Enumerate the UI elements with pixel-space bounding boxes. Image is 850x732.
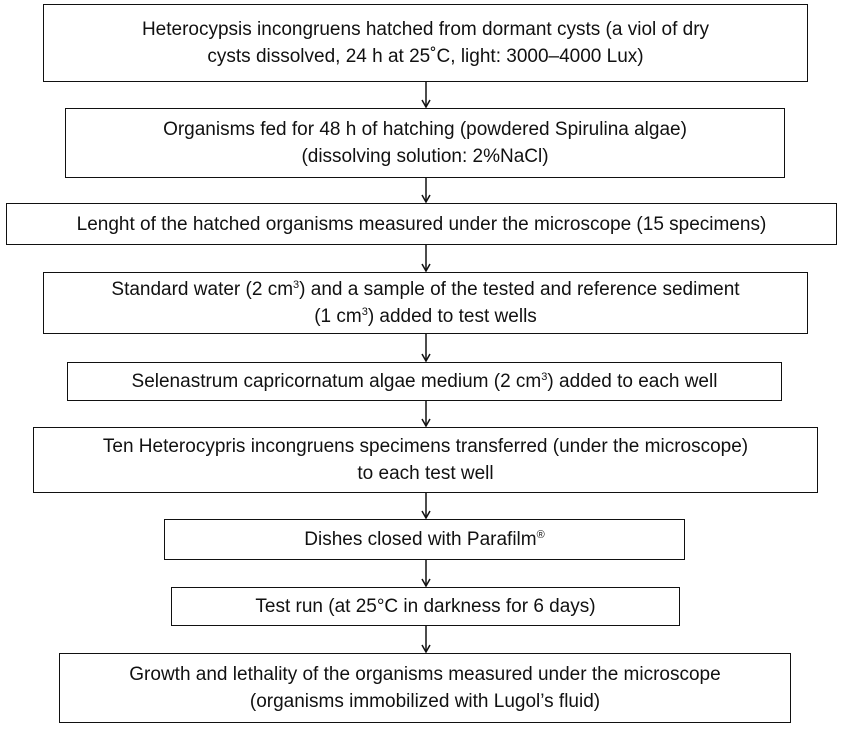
flow-step-text-line: Heterocypsis incongruens hatched from do… xyxy=(142,16,709,43)
arrow-head xyxy=(421,418,431,428)
text-segment: (1 cm xyxy=(314,306,362,327)
flow-step-text-line: Organisms fed for 48 h of hatching (powd… xyxy=(163,116,687,143)
text-segment: cysts dissolved, 24 h at 25˚C, light: 30… xyxy=(207,46,644,67)
flow-step-text-line: to each test well xyxy=(357,460,493,487)
flow-step-text-line: Test run (at 25°C in darkness for 6 days… xyxy=(255,593,595,620)
text-segment: Ten Heterocypris incongruens specimens t… xyxy=(102,436,749,457)
flow-step-length-measurement: Lenght of the hatched organisms measured… xyxy=(6,203,837,245)
text-segment: ) added to test wells xyxy=(367,306,537,327)
flow-step-text-line: (dissolving solution: 2%NaCl) xyxy=(301,143,548,170)
arrow-head xyxy=(421,194,431,204)
text-segment: ) and a sample of the tested and referen… xyxy=(299,279,740,300)
arrow-head xyxy=(421,99,431,109)
flow-step-text-line: cysts dissolved, 24 h at 25˚C, light: 30… xyxy=(207,43,643,70)
text-segment: Test run (at 25°C in darkness for 6 days… xyxy=(255,596,596,617)
text-segment: Dishes closed with Parafilm xyxy=(304,529,537,550)
flow-step-text-line: Standard water (2 cm3) and a sample of t… xyxy=(111,276,739,303)
flow-step-transfer: Ten Heterocypris incongruens specimens t… xyxy=(33,427,818,493)
superscript-text: 3 xyxy=(293,279,300,291)
flow-step-text-line: (organisms immobilized with Lugol’s flui… xyxy=(250,688,600,715)
text-segment: Standard water (2 cm xyxy=(111,279,294,300)
text-segment: Selenastrum capricornatum algae medium (… xyxy=(131,371,542,392)
arrow-head xyxy=(421,644,431,654)
flow-step-text-line: Ten Heterocypris incongruens specimens t… xyxy=(103,433,748,460)
text-segment: Growth and lethality of the organisms me… xyxy=(129,664,721,685)
superscript-text: ® xyxy=(536,529,545,541)
flow-step-dishes-closed: Dishes closed with Parafilm® xyxy=(164,519,685,560)
flow-step-growth-lethality: Growth and lethality of the organisms me… xyxy=(59,653,791,723)
flow-step-text-line: Growth and lethality of the organisms me… xyxy=(129,661,720,688)
text-segment: Heterocypsis incongruens hatched from do… xyxy=(141,19,710,40)
flow-step-feeding: Organisms fed for 48 h of hatching (powd… xyxy=(65,108,785,178)
superscript-text: 3 xyxy=(361,306,368,318)
arrow-head xyxy=(421,353,431,363)
arrow-head xyxy=(421,510,431,520)
flow-step-text-line: (1 cm3) added to test wells xyxy=(314,303,537,330)
text-segment: Lenght of the hatched organisms measured… xyxy=(76,213,767,235)
flow-step-text-line: Lenght of the hatched organisms measured… xyxy=(77,211,767,238)
flow-step-hatching: Heterocypsis incongruens hatched from do… xyxy=(43,4,808,82)
arrow-head xyxy=(421,578,431,588)
text-segment: to each test well xyxy=(357,463,494,484)
text-segment: (organisms immobilized with Lugol’s flui… xyxy=(249,691,601,712)
flow-step-text-line: Dishes closed with Parafilm® xyxy=(304,526,544,553)
text-segment: (dissolving solution: 2%NaCl) xyxy=(301,146,549,167)
flow-step-standard-water: Standard water (2 cm3) and a sample of t… xyxy=(43,272,808,334)
arrow-head xyxy=(421,263,431,273)
text-segment: ) added to each well xyxy=(547,371,718,392)
flow-step-algae-medium: Selenastrum capricornatum algae medium (… xyxy=(67,362,782,401)
flow-step-text-line: Selenastrum capricornatum algae medium (… xyxy=(132,368,718,395)
text-segment: Organisms fed for 48 h of hatching (powd… xyxy=(163,119,687,140)
superscript-text: 3 xyxy=(541,371,548,383)
flow-step-test-run: Test run (at 25°C in darkness for 6 days… xyxy=(171,587,680,626)
